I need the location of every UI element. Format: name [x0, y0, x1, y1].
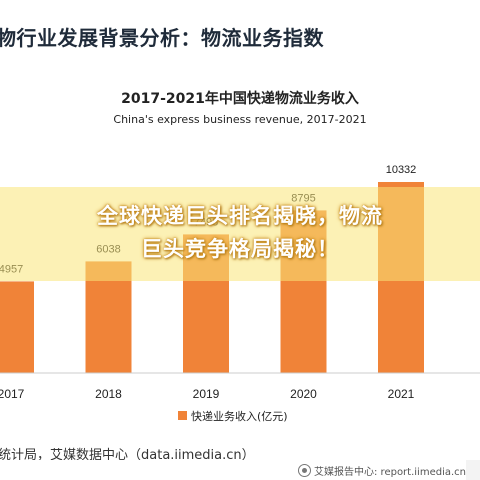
page-title: 物行业发展背景分析：物流业务指数	[0, 26, 324, 50]
footer-credit[interactable]: 艾媒报告中心: report.iimedia.cn	[298, 463, 466, 478]
footer-bar	[0, 460, 480, 480]
data-label-2021: 10332	[386, 164, 417, 176]
x-tick-2018: 2018	[95, 387, 122, 401]
x-tick-2017: 2017	[0, 387, 25, 401]
chart-subtitle: China's express business revenue, 2017-2…	[113, 113, 367, 126]
headline-line-2: 巨头竞争格局揭秘！	[141, 237, 339, 261]
x-tick-2021: 2021	[388, 387, 415, 401]
brand-logo-icon	[298, 464, 311, 477]
chart-title: 2017-2021年中国快递物流业务收入	[121, 91, 359, 107]
headline-line-1: 全球快递巨头排名揭晓，物流	[97, 204, 383, 228]
legend-swatch	[178, 411, 187, 420]
headline-banner	[0, 187, 480, 281]
x-tick-2019: 2019	[193, 387, 220, 401]
x-tick-2020: 2020	[290, 387, 317, 401]
legend-label: 快递业务收入(亿元)	[191, 409, 288, 423]
footer-credit-text: 艾媒报告中心: report.iimedia.cn	[314, 467, 466, 478]
footer-corner-badge	[466, 460, 480, 480]
bar-2017	[0, 281, 34, 373]
headline-text: 全球快递巨头排名揭晓，物流 巨头竞争格局揭秘！	[0, 200, 480, 266]
source-note: 统计局，艾媒数据中心（data.iimedia.cn）	[0, 448, 255, 463]
